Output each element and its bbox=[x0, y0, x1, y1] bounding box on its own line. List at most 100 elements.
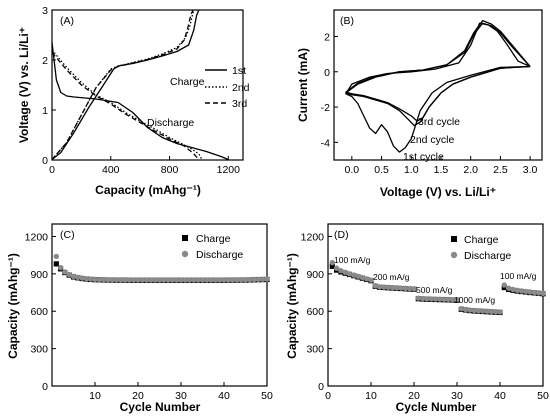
y-tick-label: -2 bbox=[321, 102, 330, 114]
data-point-discharge bbox=[152, 277, 158, 283]
panel-a-label: (A) bbox=[60, 15, 74, 27]
data-point-discharge bbox=[497, 309, 503, 315]
data-point-discharge bbox=[342, 269, 348, 276]
data-point-discharge bbox=[484, 308, 490, 314]
panel-b: (B) 0.0 0.5 1.0 1.5 2.0 2.5 3.0 -4 -2 0 2 3rd cycl… bbox=[296, 9, 543, 199]
data-point-discharge bbox=[540, 290, 546, 296]
legend-swatch-charge bbox=[182, 235, 188, 241]
x-tick-label: 3.0 bbox=[523, 164, 538, 176]
rate-label-1000: 1000 mA/g bbox=[454, 295, 495, 305]
panel-b-label: (B) bbox=[340, 15, 354, 27]
y-tick-label: 1200 bbox=[301, 231, 325, 243]
data-point-discharge bbox=[488, 308, 495, 315]
x-tick-label: 10 bbox=[365, 390, 377, 402]
panel-d-label: (D) bbox=[334, 229, 349, 241]
x-tick-label: 20 bbox=[408, 390, 420, 402]
data-point-discharge bbox=[238, 277, 244, 283]
x-tick-label: 1200 bbox=[217, 164, 241, 176]
data-point-discharge bbox=[536, 290, 542, 296]
data-point-discharge bbox=[62, 269, 68, 275]
data-point-discharge bbox=[88, 276, 94, 282]
data-point-discharge bbox=[161, 277, 167, 283]
data-point-discharge bbox=[174, 277, 180, 283]
x-tick-label: 20 bbox=[132, 390, 144, 402]
x-tick-label: 0.5 bbox=[374, 164, 389, 176]
panel-c-ticks: 10 20 30 40 50 0 300 600 900 1200 bbox=[25, 231, 273, 402]
data-point-discharge bbox=[372, 282, 378, 289]
panel-b-frame bbox=[333, 9, 543, 161]
panel-d-frame bbox=[327, 223, 544, 387]
rate-label-100-initial: 100 mA/g bbox=[334, 255, 371, 265]
data-point-discharge bbox=[346, 271, 353, 277]
data-point-discharge bbox=[501, 282, 507, 288]
data-point-discharge bbox=[527, 289, 533, 295]
data-point-discharge bbox=[355, 273, 361, 280]
data-point-discharge bbox=[251, 276, 257, 283]
data-point-discharge bbox=[208, 277, 214, 283]
data-point-discharge bbox=[389, 284, 396, 291]
panel-d-legend: Charge Discharge bbox=[450, 234, 511, 262]
panel-a-annotation-charge: Charge bbox=[170, 76, 205, 88]
x-tick-label: 0 bbox=[325, 390, 331, 402]
data-point-discharge bbox=[329, 259, 335, 266]
data-point-discharge bbox=[75, 274, 81, 281]
y-tick-label: 900 bbox=[30, 269, 48, 281]
x-tick-label: 800 bbox=[161, 164, 179, 176]
data-point-discharge bbox=[411, 286, 417, 292]
panel-b-y-axis-label: Current (mA) bbox=[296, 48, 310, 122]
data-point-discharge bbox=[83, 276, 90, 282]
panel-c-x-axis-label: Cycle Number bbox=[120, 400, 201, 414]
data-point-discharge bbox=[458, 306, 464, 312]
data-point-discharge bbox=[514, 287, 520, 293]
x-tick-label: 50 bbox=[537, 390, 549, 402]
data-point-discharge bbox=[96, 276, 103, 283]
x-tick-label: 0 bbox=[49, 164, 55, 176]
y-tick-label: 600 bbox=[306, 306, 324, 318]
data-point-discharge bbox=[475, 308, 482, 314]
legend-label-2nd: 2nd bbox=[232, 82, 250, 94]
x-tick-label: 2.0 bbox=[463, 164, 478, 176]
data-point-discharge bbox=[385, 284, 391, 291]
y-tick-label: 2 bbox=[42, 55, 48, 67]
data-point-discharge bbox=[126, 277, 133, 283]
legend-label-charge: Charge bbox=[196, 233, 231, 245]
y-tick-label: 2 bbox=[324, 31, 330, 43]
data-point-discharge bbox=[445, 296, 452, 303]
data-point-discharge bbox=[437, 296, 443, 302]
series-line-b-0 bbox=[345, 22, 531, 153]
series-line-a-4 bbox=[51, 52, 200, 160]
panel-b-x-axis-label: Voltage (V) vs. Li/Li⁺ bbox=[380, 185, 496, 199]
legend-label-charge: Charge bbox=[464, 234, 499, 246]
y-tick-label: 1200 bbox=[25, 231, 49, 243]
data-point-discharge bbox=[105, 277, 111, 283]
y-tick-label: 0 bbox=[324, 67, 330, 79]
data-point-discharge bbox=[212, 277, 219, 283]
panel-a: (A) 0 400 800 1200 0 1 2 3 Charge Discharge 1st… bbox=[17, 5, 250, 197]
x-tick-label: 30 bbox=[451, 390, 463, 402]
series-line-a-0 bbox=[51, 42, 229, 161]
panel-b-annotation-2nd: 2nd cycle bbox=[410, 134, 455, 146]
series-line-a-5 bbox=[51, 9, 194, 160]
data-point-discharge bbox=[66, 271, 72, 278]
legend-label-3rd: 3rd bbox=[232, 98, 247, 110]
panel-c: (C) 10 20 30 40 50 0 300 600 900 1200 Charge Disc… bbox=[6, 223, 273, 414]
data-point-discharge bbox=[398, 285, 404, 291]
data-point-discharge bbox=[454, 296, 460, 303]
legend-label-discharge: Discharge bbox=[464, 250, 511, 262]
y-tick-label: 0 bbox=[42, 155, 48, 167]
panel-d: (D) 0 10 20 30 40 50 0 300 600 900 1200 Charge Dis… bbox=[285, 223, 549, 414]
x-tick-label: 10 bbox=[89, 390, 101, 402]
data-point-discharge bbox=[523, 288, 529, 295]
data-point-discharge bbox=[338, 268, 344, 274]
data-point-discharge bbox=[376, 284, 383, 290]
data-point-discharge bbox=[428, 296, 434, 302]
x-tick-label: 30 bbox=[175, 390, 187, 402]
data-point-discharge bbox=[135, 277, 141, 283]
data-point-discharge bbox=[351, 272, 357, 278]
data-point-discharge bbox=[118, 277, 124, 283]
data-point-discharge bbox=[462, 306, 469, 313]
data-point-discharge bbox=[394, 285, 400, 291]
data-point-discharge bbox=[407, 285, 413, 292]
data-point-discharge bbox=[381, 284, 387, 290]
